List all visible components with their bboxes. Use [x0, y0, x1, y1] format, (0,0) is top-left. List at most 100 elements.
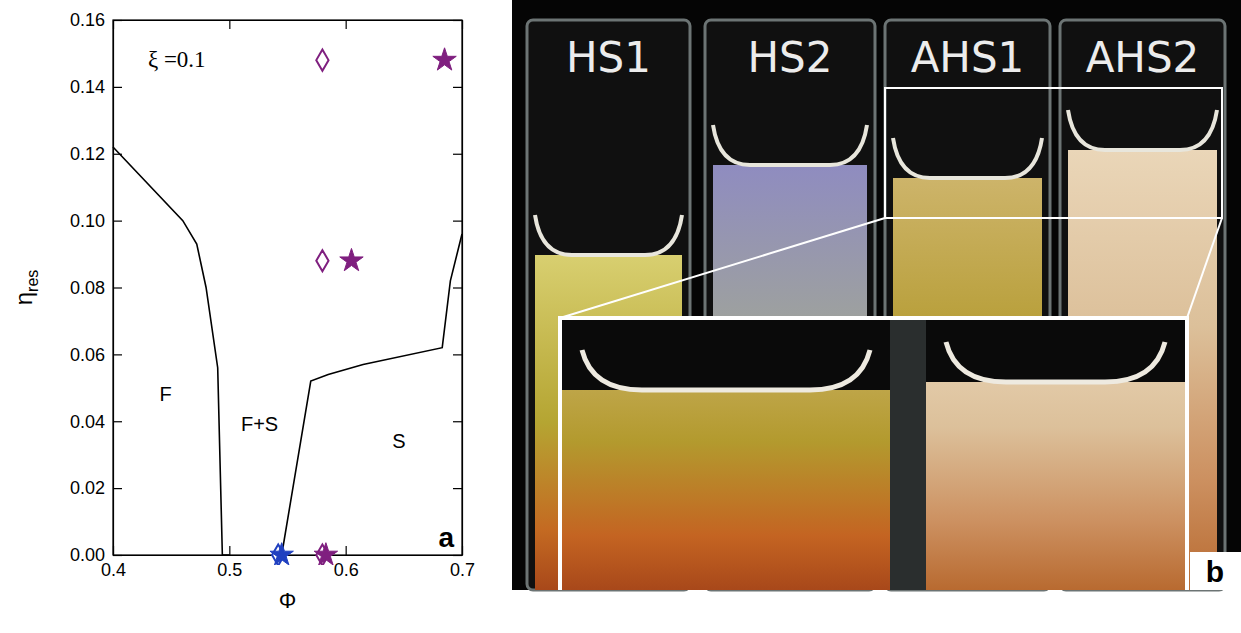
tick-mark [113, 354, 122, 355]
inset-gap [890, 320, 926, 590]
y-tick [453, 288, 462, 289]
y-tick [453, 221, 462, 222]
photo-background [512, 0, 1241, 590]
zoom-line [560, 218, 885, 318]
inset-left [562, 320, 890, 590]
y-tick: 0.06 [70, 345, 122, 365]
zoom-line [1187, 218, 1222, 318]
x-tick [229, 20, 230, 29]
diamond-point [316, 250, 328, 271]
zoom-box [885, 88, 1222, 218]
inset-left-top [562, 320, 890, 390]
y-tick: 0.16 [70, 10, 122, 30]
y-tick [453, 87, 462, 88]
inset [558, 316, 1189, 590]
y-title-sub: res [24, 270, 41, 292]
inset-meniscus [582, 350, 870, 390]
tick-mark [346, 20, 347, 29]
sample-label: AHS1 [911, 33, 1025, 82]
sample-label: HS2 [748, 33, 833, 82]
x-tick: 0.5 [217, 546, 242, 580]
tick-mark [453, 555, 462, 556]
tick-mark [113, 221, 122, 222]
annotation: S [392, 430, 405, 452]
y-tick: 0.02 [70, 478, 122, 498]
y-axis-title: ηres [10, 270, 41, 306]
y-axis-right [453, 21, 463, 556]
tick-mark [113, 421, 122, 422]
y-tick: 0.14 [70, 77, 122, 97]
tick-label: 0.06 [70, 345, 105, 365]
tick-mark [453, 221, 462, 222]
meniscus [1068, 110, 1217, 150]
annotation: ξ =0.1 [148, 47, 206, 72]
meniscus [535, 215, 682, 255]
panel-label-patch [1190, 552, 1241, 590]
tick-mark [453, 87, 462, 88]
marks [113, 48, 462, 565]
tick-mark [453, 287, 462, 288]
tick-label: 0.6 [334, 560, 359, 580]
star-point [270, 543, 293, 565]
sample-label: HS1 [566, 33, 651, 82]
y-tick: 0.00 [70, 545, 122, 565]
tick-mark [113, 87, 122, 88]
tick-mark [453, 488, 462, 489]
annotation: F [160, 383, 172, 405]
tick-label: 0.04 [70, 412, 105, 432]
tick-mark [346, 546, 347, 555]
y-tick: 0.08 [70, 278, 122, 298]
inset-meniscus [946, 342, 1165, 382]
y-tick [453, 488, 462, 489]
y-tick [453, 354, 462, 355]
y-tick [453, 555, 462, 556]
y-title-main: η [10, 292, 37, 305]
boundary-line [113, 147, 229, 555]
y-tick [453, 20, 462, 21]
star-point [433, 48, 456, 70]
tick-label: 0.00 [70, 545, 105, 565]
y-tick: 0.12 [70, 144, 122, 164]
inset-right [926, 320, 1185, 590]
x-axis-top [114, 20, 463, 29]
panel-b: HS1HS2AHS1AHS2b [512, 0, 1241, 590]
tick-mark [113, 488, 122, 489]
tick-label: 0.14 [70, 77, 105, 97]
y-axis: 0.00 0.02 0.04 0.06 0.08 0.10 0.12 0.14 0.16 [70, 10, 122, 565]
y-tick [453, 421, 462, 422]
tick-mark [453, 421, 462, 422]
y-tick: 0.10 [70, 211, 122, 231]
axis-line [462, 21, 463, 556]
axis-line [114, 20, 463, 21]
tick-mark [229, 20, 230, 29]
y-tick: 0.04 [70, 412, 122, 432]
tick-mark [453, 354, 462, 355]
tick-mark [113, 287, 122, 288]
meniscus [713, 125, 867, 165]
sample-label: AHS2 [1086, 33, 1200, 82]
star-point [340, 248, 363, 270]
inset-frame [558, 316, 1189, 590]
tick-label: 0.5 [217, 560, 242, 580]
star-point [314, 543, 337, 565]
tick-mark [453, 20, 462, 21]
tick-mark [113, 555, 122, 556]
tick-label: 0.02 [70, 478, 105, 498]
x-tick [346, 20, 347, 29]
annotation: F+S [241, 413, 278, 435]
tick-mark [229, 546, 230, 555]
tick-mark [113, 20, 122, 21]
inset-right-top [926, 320, 1185, 382]
x-axis-title: Φ [279, 588, 297, 613]
plot-frame [113, 20, 462, 555]
tick-label: 0.16 [70, 10, 105, 30]
figure: 0.40.50.60.70.000.020.040.060.080.100.12… [0, 0, 1241, 633]
meniscus [893, 138, 1042, 178]
tick-label: 0.08 [70, 278, 105, 298]
boundary-line [282, 234, 462, 555]
panel-label: a [438, 522, 454, 553]
diamond-point [316, 50, 328, 71]
panel-a: 0.40.50.60.70.000.020.040.060.080.100.12… [10, 10, 475, 613]
y-tick [453, 154, 462, 155]
tick-label: 0.7 [450, 560, 475, 580]
